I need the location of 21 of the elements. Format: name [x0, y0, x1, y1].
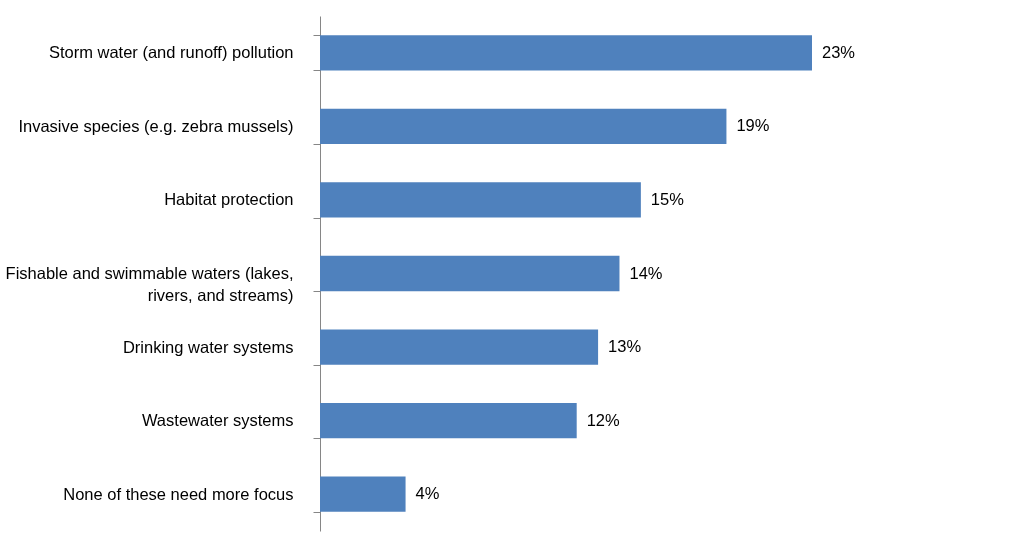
bar: [320, 402, 577, 439]
y-tick-label: Fishable and swimmable waters (lakes, rivers, and streams): [5, 264, 294, 304]
bar: [320, 35, 812, 71]
bar: [320, 108, 727, 145]
bar: [320, 476, 406, 512]
y-tick-label: Invasive species (e.g. zebra mussels): [18, 116, 294, 135]
y-tick-label: Wastewater systems: [141, 411, 294, 430]
data-label: 19%: [736, 116, 770, 135]
data-label: 14%: [629, 263, 663, 282]
data-label: 23%: [822, 42, 856, 61]
y-tick-label: Habitat protection: [164, 190, 294, 209]
y-tick-label: None of these need more focus: [63, 484, 294, 503]
data-label: 4%: [415, 484, 440, 503]
y-tick-label: Drinking water systems: [122, 337, 294, 356]
data-label: 13%: [608, 337, 642, 356]
bar: [320, 329, 599, 365]
bar: [320, 255, 620, 292]
data-label: 15%: [650, 189, 685, 208]
data-label: 12%: [586, 410, 621, 429]
y-tick-label: Storm water (and runoff) pollution: [48, 43, 294, 62]
bar: [320, 182, 641, 218]
